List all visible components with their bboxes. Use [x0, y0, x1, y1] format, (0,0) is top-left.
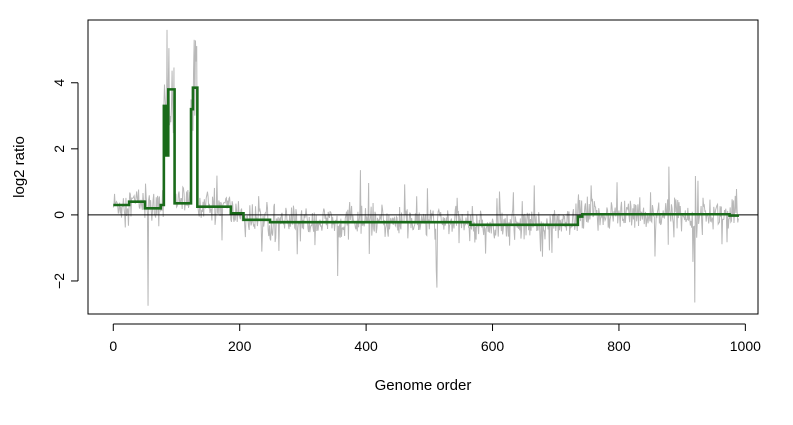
- raw-observations-layer: [112, 29, 739, 306]
- x-tick-label: 800: [607, 338, 631, 354]
- segmentation-series-line: [113, 86, 740, 227]
- x-axis-title: Genome order: [375, 377, 472, 394]
- x-tick-label: 1000: [730, 338, 761, 354]
- y-tick-label: 4: [51, 79, 67, 87]
- x-tick-label: 200: [228, 338, 252, 354]
- raw-observations-line: [112, 29, 739, 306]
- x-tick-label: 0: [109, 338, 117, 354]
- x-tick-label: 600: [481, 338, 505, 354]
- y-tick-label: −2: [51, 273, 67, 289]
- plot-frame: [87, 19, 759, 315]
- x-axis: 0 200 400 600 800 1000: [109, 323, 761, 354]
- y-tick-label: 0: [51, 211, 67, 219]
- y-axis-title: log2 ratio: [11, 136, 28, 198]
- y-axis: −2 0 2 4: [51, 79, 79, 289]
- y-tick-label: 2: [51, 145, 67, 153]
- x-tick-label: 400: [354, 338, 378, 354]
